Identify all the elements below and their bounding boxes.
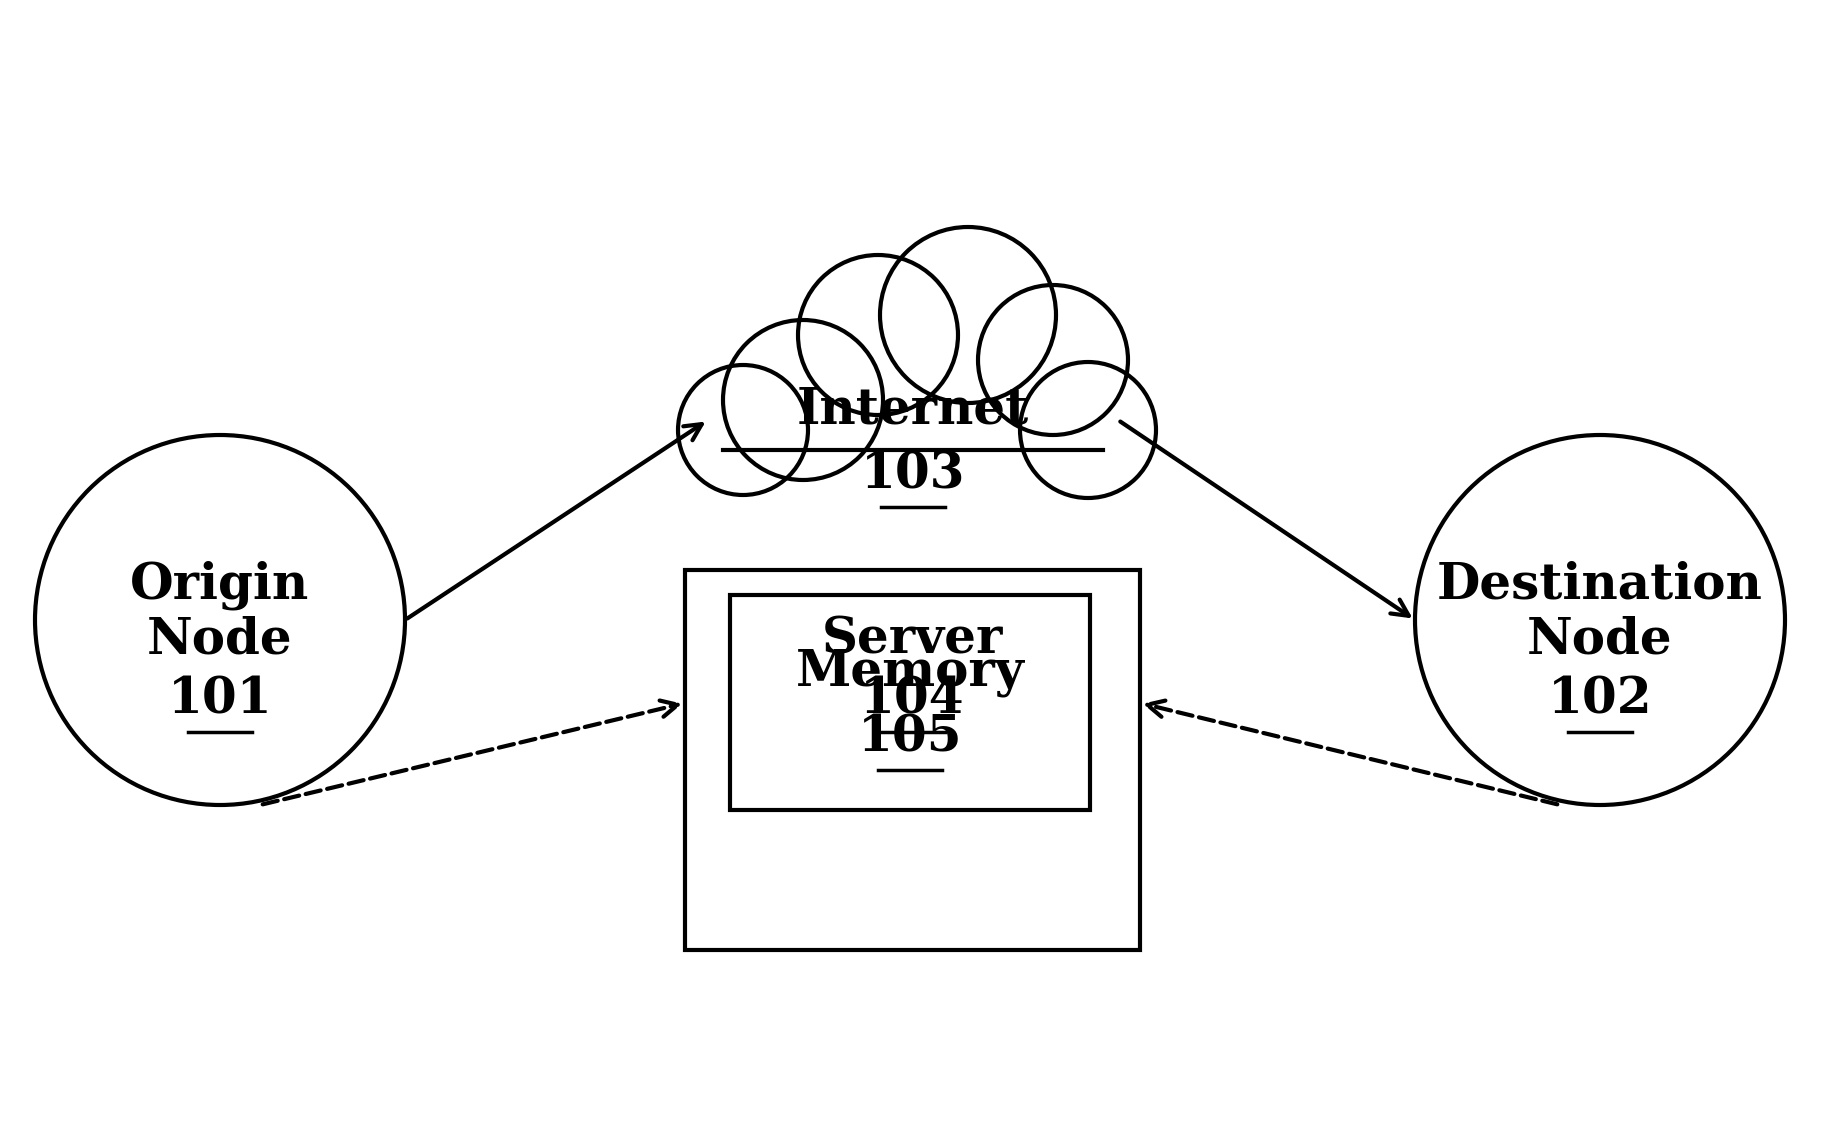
Text: Internet: Internet (796, 385, 1030, 434)
Circle shape (677, 365, 807, 495)
Text: 105: 105 (858, 713, 962, 763)
Circle shape (1021, 363, 1156, 499)
Text: Server: Server (822, 615, 1002, 664)
Text: 101: 101 (168, 675, 272, 724)
Bar (730, 595, 1090, 810)
Circle shape (723, 320, 884, 480)
Circle shape (880, 227, 1055, 403)
Text: Node: Node (148, 615, 292, 664)
Text: Memory: Memory (796, 648, 1024, 697)
Circle shape (979, 286, 1128, 435)
Text: 102: 102 (1548, 675, 1653, 724)
Text: Node: Node (1527, 615, 1673, 664)
Bar (685, 570, 1139, 949)
Text: Origin: Origin (130, 560, 310, 610)
Text: Destination: Destination (1437, 561, 1762, 610)
Bar (708, 390, 1118, 450)
Text: 104: 104 (860, 675, 964, 724)
Circle shape (798, 255, 959, 415)
Text: 103: 103 (860, 451, 966, 500)
